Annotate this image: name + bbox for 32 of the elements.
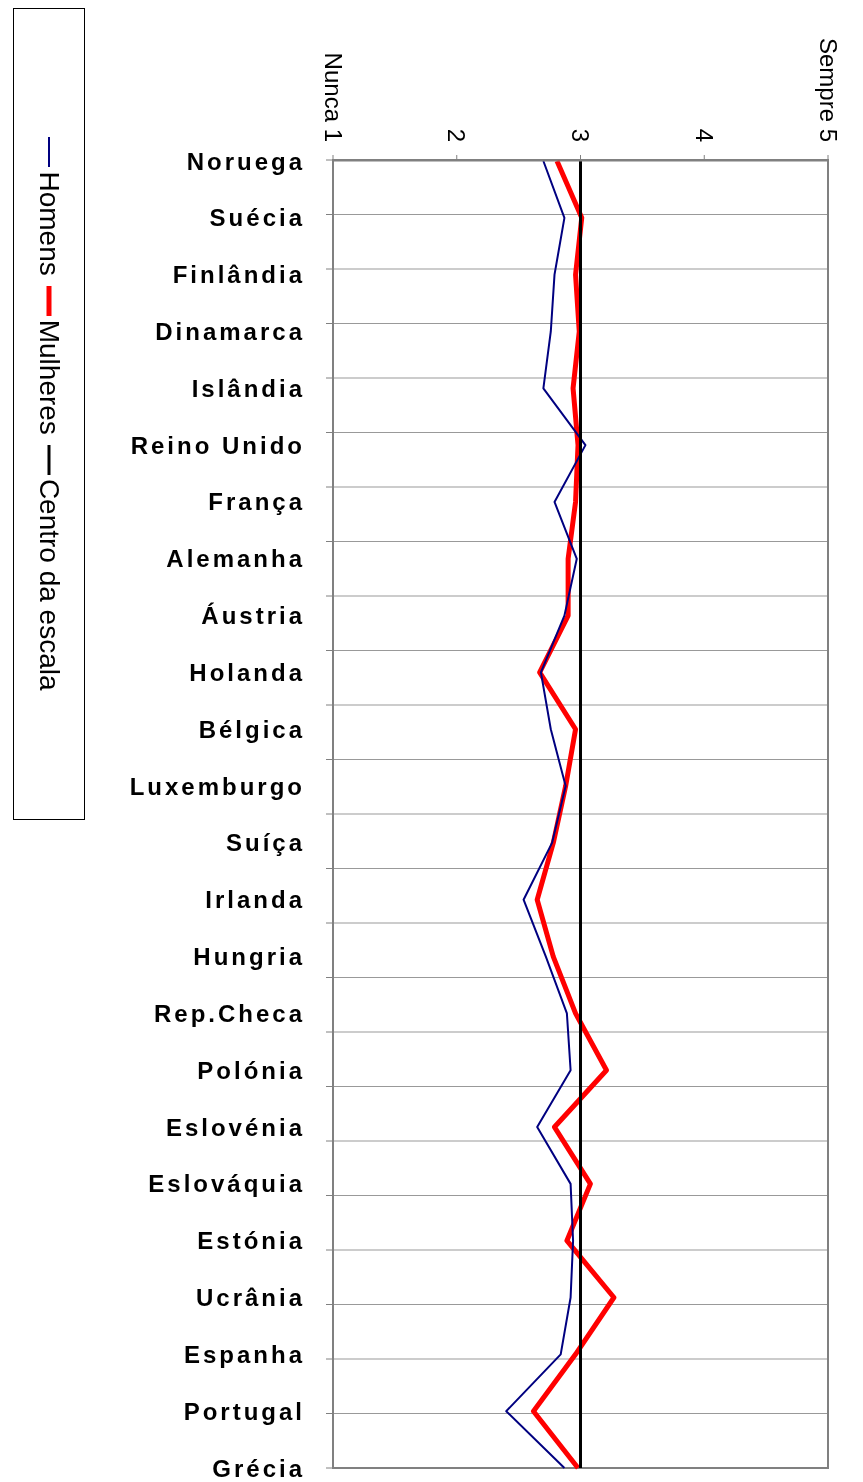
y-tick-label: Portugal <box>183 1397 305 1425</box>
legend-label: Mulheres <box>33 319 65 435</box>
legend-label: Homens <box>33 171 65 276</box>
y-tick-label: Estónia <box>197 1227 305 1255</box>
y-tick-label: Suíça <box>225 829 305 857</box>
y-tick-label: Ucrânia <box>195 1284 305 1312</box>
x-tick-label: 3 <box>567 128 594 142</box>
y-tick-label: Irlanda <box>205 886 305 914</box>
y-tick-label: Eslováquia <box>148 1170 305 1198</box>
y-tick-label: Polónia <box>197 1056 305 1084</box>
x-tick-label: Sempre 5 <box>814 37 842 142</box>
y-tick-label: Holanda <box>189 658 305 686</box>
y-tick-label: Dinamarca <box>155 317 305 345</box>
y-tick-label: Luxemburgo <box>129 772 305 800</box>
x-tick-label: 2 <box>443 128 471 142</box>
y-tick-label: Hungria <box>193 943 305 971</box>
y-tick-label: Islândia <box>191 374 305 402</box>
y-tick-label: Finlândia <box>172 261 305 289</box>
y-tick-label: Áustria <box>201 602 305 630</box>
legend-label: Centro da escala <box>33 478 65 691</box>
y-tick-label: Reino Unido <box>130 431 305 459</box>
x-tick-label: 4 <box>690 128 718 142</box>
y-tick-label: Noruega <box>186 147 305 175</box>
x-tick-label: Nunca 1 <box>319 52 347 142</box>
y-tick-label: Grécia <box>212 1454 305 1482</box>
y-tick-label: Espanha <box>183 1340 305 1368</box>
y-tick-label: Suécia <box>209 204 305 232</box>
y-tick-label: Bélgica <box>198 715 305 743</box>
y-tick-label: Rep.Checa <box>153 999 305 1027</box>
y-tick-label: Alemanha <box>166 545 305 573</box>
y-tick-label: Eslovénia <box>165 1113 305 1141</box>
y-tick-label: França <box>208 488 305 516</box>
